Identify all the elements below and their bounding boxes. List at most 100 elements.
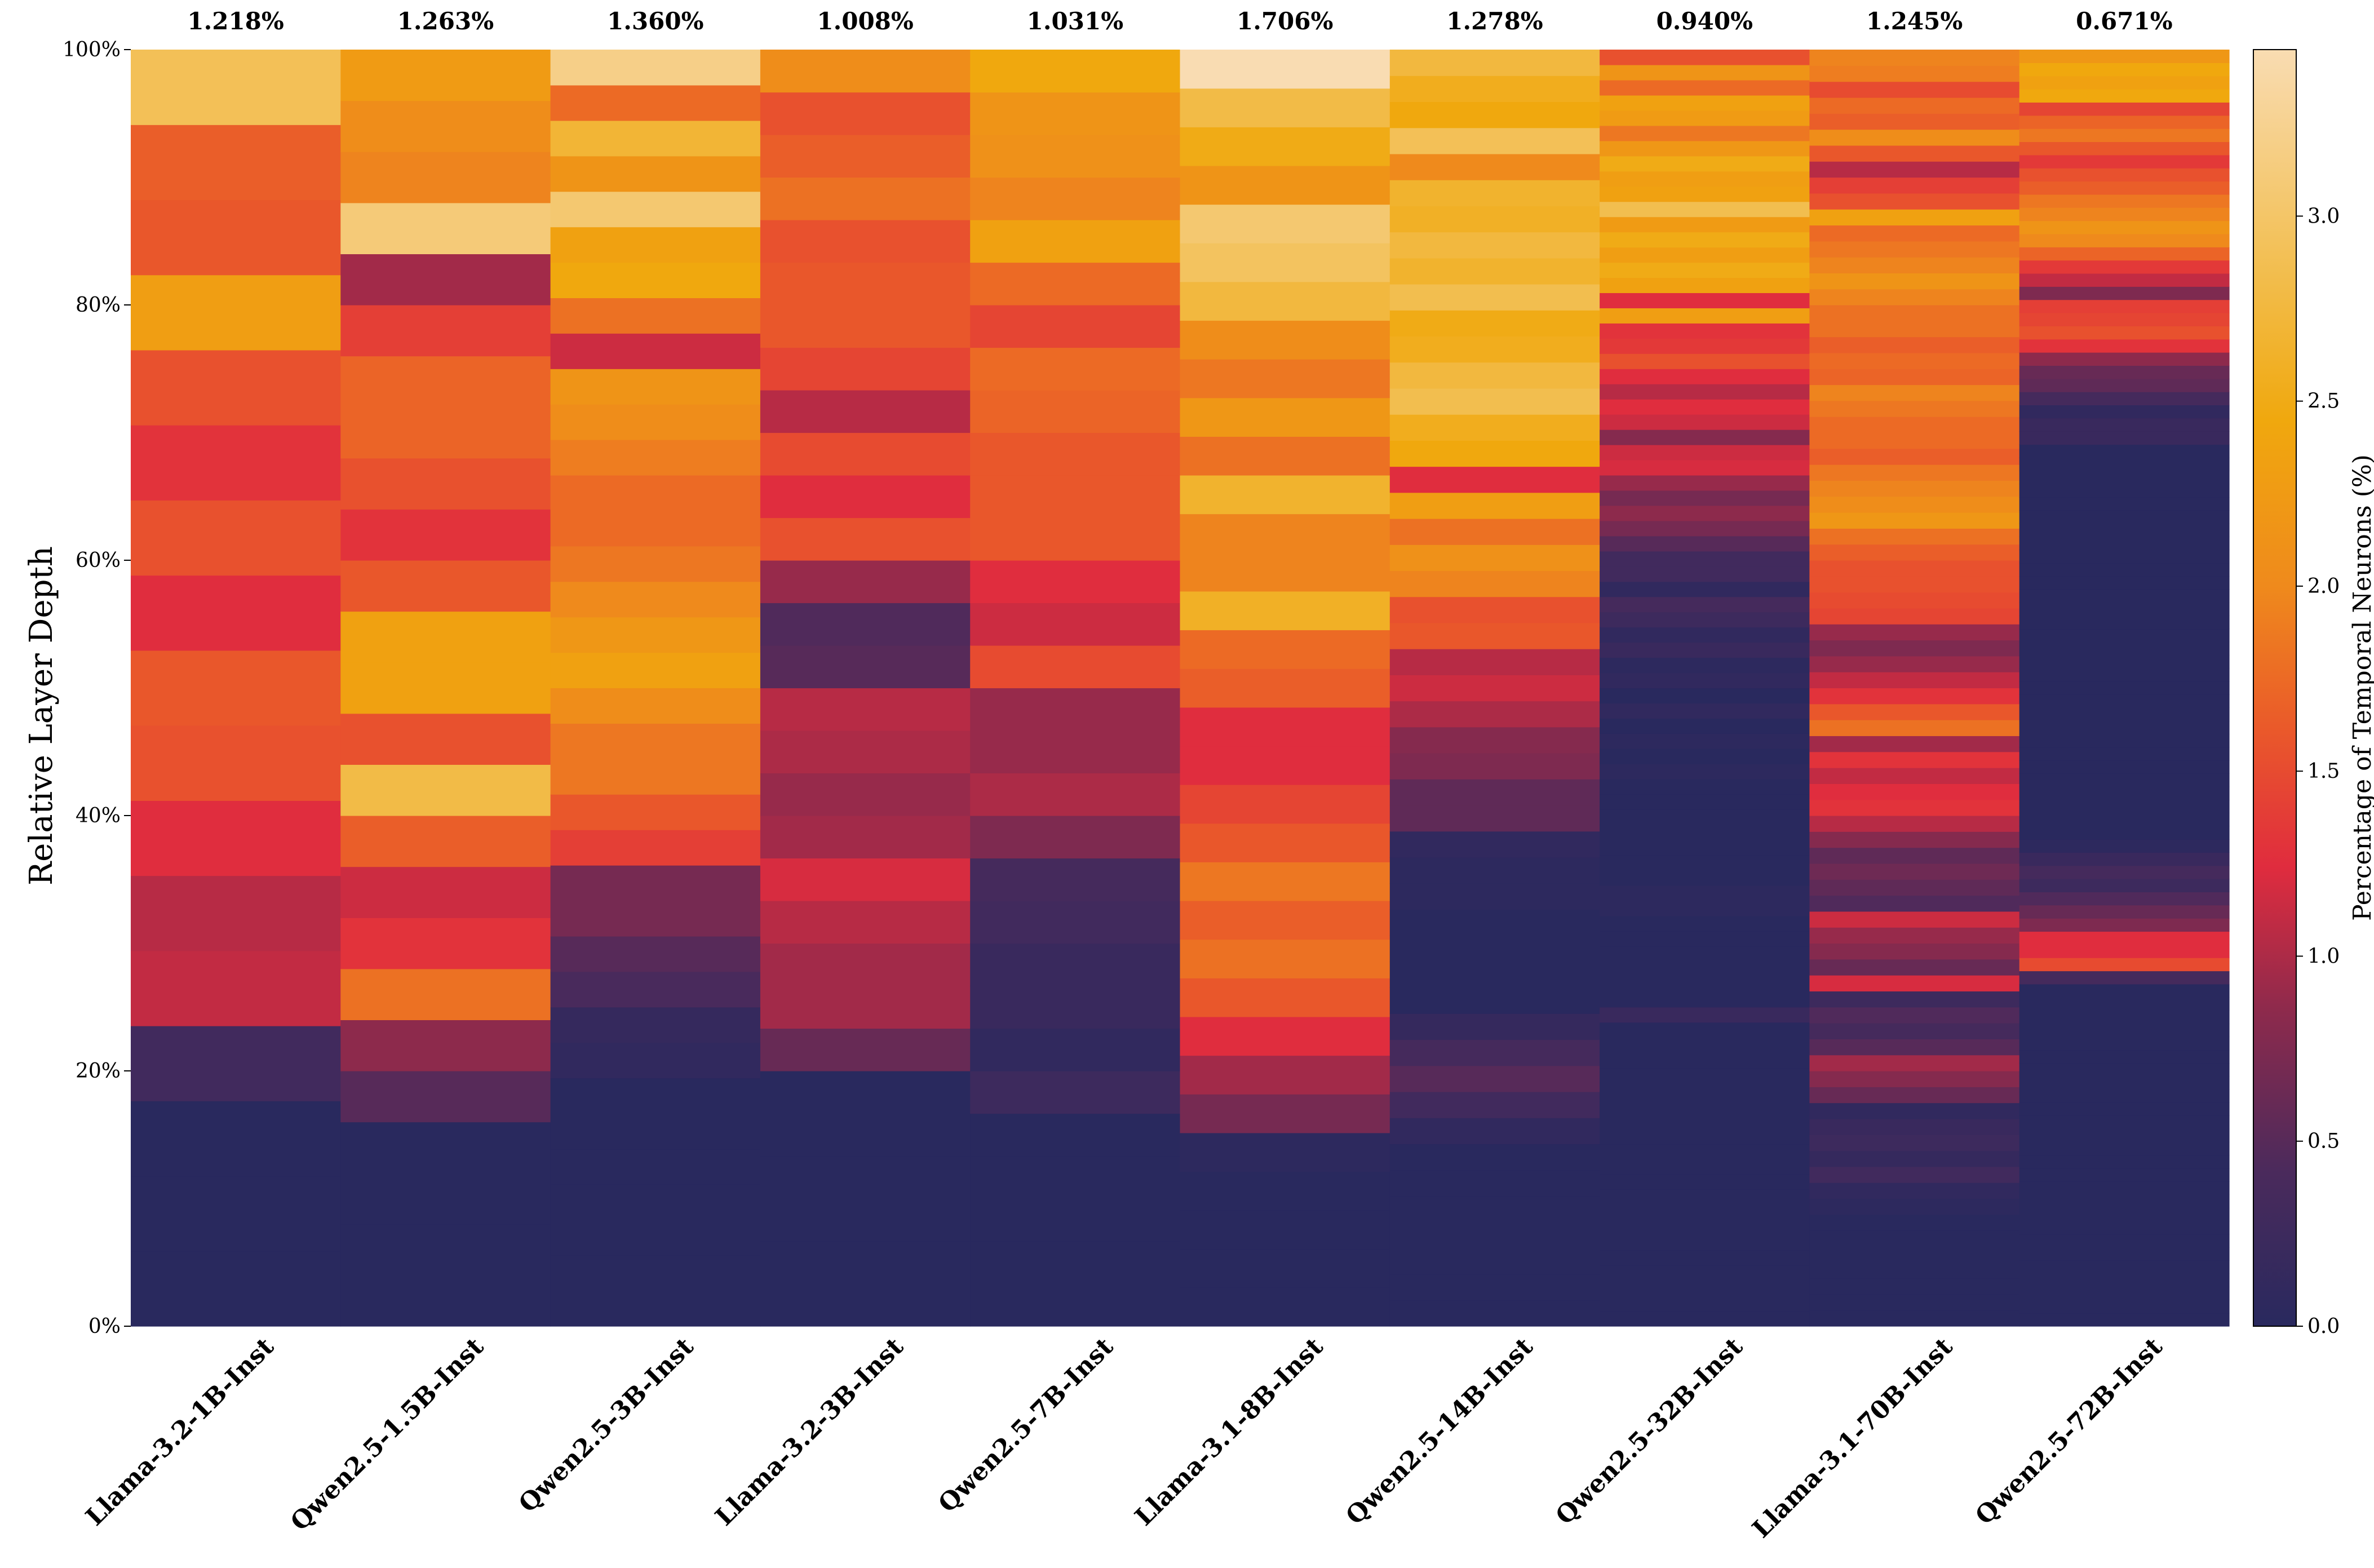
heatmap-cell (1600, 946, 1810, 962)
heatmap-cell (1600, 657, 1810, 674)
x-axis-tick-labels: Llama-3.2-1B-Inst Qwen2.5-1.5B-Inst Qwen2.… (80, 1332, 2168, 1544)
heatmap-cell (1180, 591, 1390, 631)
heatmap-cell (1809, 417, 2020, 433)
heatmap-cell (1600, 50, 1810, 65)
heatmap-cell (970, 475, 1181, 519)
heatmap-cell (550, 120, 761, 157)
heatmap-cell (1180, 939, 1390, 978)
heatmap-cell (550, 1007, 761, 1043)
heatmap-cell (340, 50, 551, 101)
heatmap-cell (2019, 457, 2230, 471)
heatmap-cell (1180, 901, 1390, 940)
heatmap-cell (340, 713, 551, 765)
heatmap-cell (1389, 388, 1600, 415)
heatmap-cell (1600, 490, 1810, 506)
heatmap-cell (760, 347, 971, 391)
heatmap-cell (1600, 384, 1810, 400)
heatmap-cell (760, 262, 971, 305)
model-column (1600, 50, 1810, 1327)
heatmap-cell (1809, 544, 2020, 561)
heatmap-cell (131, 50, 341, 125)
heatmap-cell (2019, 392, 2230, 406)
colorbar-ticks: 0.0 0.5 1.0 1.5 2.0 2.5 3.0 (2296, 205, 2340, 1338)
heatmap-cell (1389, 701, 1600, 728)
heatmap-cell (1600, 596, 1810, 613)
heatmap-cell (1389, 596, 1600, 623)
heatmap-cell (1389, 180, 1600, 206)
heatmap-cell (550, 581, 761, 618)
y-axis-title: Relative Layer Depth (23, 546, 60, 885)
heatmap-cell (1389, 336, 1600, 363)
heatmap-cell (2019, 1062, 2230, 1077)
heatmap-cell (1809, 640, 2020, 657)
heatmap-cell (1809, 943, 2020, 960)
heatmap-cell (1600, 445, 1810, 460)
heatmap-cell (1809, 576, 2020, 593)
heatmap-cell (970, 1156, 1181, 1199)
x-tick-label: Llama-3.2-1B-Inst (80, 1332, 280, 1531)
colorbar: 0.0 0.5 1.0 1.5 2.0 2.5 3.0 Percentage of Temp… (2253, 49, 2374, 1338)
heatmap-cell (550, 688, 761, 724)
heatmap-cell (2019, 984, 2230, 998)
heatmap-cell (550, 971, 761, 1008)
heatmap-cell (2019, 1273, 2230, 1287)
heatmap-cell (1600, 703, 1810, 719)
heatmap-cell (2019, 444, 2230, 458)
heatmap-cell (2019, 299, 2230, 313)
heatmap-cell (2019, 233, 2230, 247)
heatmap-cell (1809, 720, 2020, 737)
heatmap-cell (1389, 831, 1600, 858)
heatmap-cell (131, 349, 341, 426)
heatmap-cell (1809, 97, 2020, 114)
heatmap-cell (1600, 460, 1810, 476)
heatmap-cell (1180, 204, 1390, 243)
x-tick-label: Qwen2.5-72B-Inst (1970, 1332, 2168, 1530)
heatmap-cell (550, 227, 761, 263)
heatmap-cell (1389, 1144, 1600, 1171)
heatmap-cell (1180, 1016, 1390, 1056)
heatmap-cell (1180, 1094, 1390, 1133)
heatmap-cell (2019, 879, 2230, 893)
heatmap-cell (1809, 1039, 2020, 1056)
heatmap-cell (1809, 50, 2020, 66)
heatmap-cell (1600, 885, 1810, 901)
heatmap-cell (1809, 1023, 2020, 1039)
heatmap-cell (2019, 405, 2230, 419)
heatmap-cell (2019, 799, 2230, 813)
heatmap-cell (1389, 1300, 1600, 1327)
heatmap-cell (760, 603, 971, 646)
heatmap-cell (1809, 736, 2020, 752)
heatmap-cell (1389, 519, 1600, 545)
heatmap-cell (2019, 707, 2230, 721)
heatmap-cell (1809, 65, 2020, 82)
heatmap-cell (760, 773, 971, 816)
heatmap-cell (1600, 566, 1810, 582)
heatmap-cell (1809, 783, 2020, 800)
heatmap-cell (550, 901, 761, 937)
heatmap-cell (1600, 779, 1810, 795)
heatmap-cell (340, 968, 551, 1020)
heatmap-cell (1809, 1071, 2020, 1087)
heatmap-cell (340, 764, 551, 816)
heatmap-cell (2019, 313, 2230, 326)
heatmap-cell (131, 1251, 341, 1327)
heatmap-cell (2019, 352, 2230, 366)
colorbar-title: Percentage of Temporal Neurons (%) (2348, 454, 2374, 921)
heatmap-cell (1809, 927, 2020, 944)
heatmap-cell (340, 1275, 551, 1327)
heatmap-cell (2019, 1247, 2230, 1261)
heatmap-cell (2019, 997, 2230, 1011)
heatmap-cell (1600, 1068, 1810, 1084)
heatmap-cell (1180, 630, 1390, 669)
overall-percentage-label: 1.706% (1237, 7, 1333, 35)
y-tick-label: 40% (76, 804, 121, 827)
heatmap-cell (1809, 1087, 2020, 1104)
heatmap-cell (2019, 1102, 2230, 1116)
heatmap-cell (2019, 1260, 2230, 1274)
heatmap-cell (1600, 1128, 1810, 1145)
heatmap-cell (1389, 50, 1600, 76)
heatmap-cell (2019, 154, 2230, 169)
heatmap-cell (550, 475, 761, 511)
